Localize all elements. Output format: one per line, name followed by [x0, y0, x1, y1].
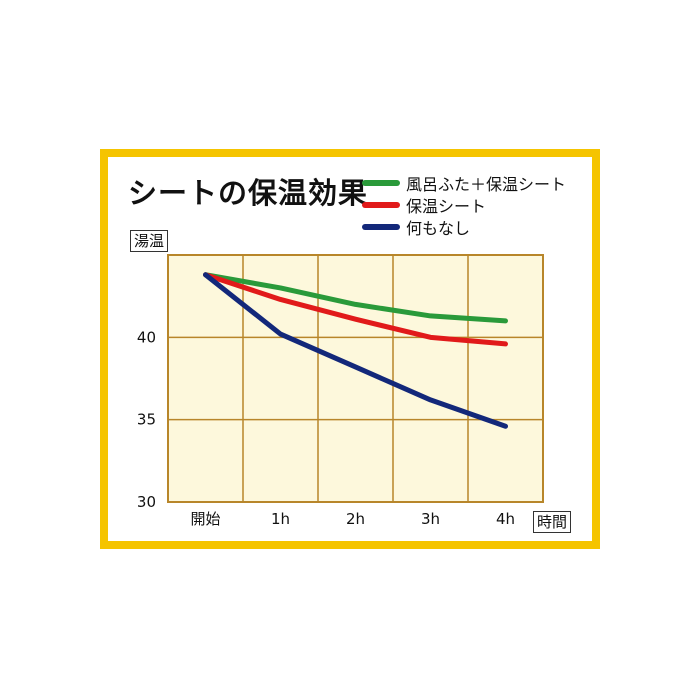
x-axis-label: 時間 — [533, 511, 572, 533]
y-axis-label: 湯温 — [130, 230, 169, 252]
legend: 風呂ふた＋保温シート 保温シート 何もなし — [362, 172, 566, 238]
x-tick-label: 1h — [271, 510, 290, 528]
series-line — [203, 272, 508, 347]
y-tick-label: 35 — [137, 411, 156, 429]
series-line — [203, 272, 508, 324]
x-tick-label: 3h — [421, 510, 440, 528]
x-tick-label: 4h — [496, 510, 515, 528]
y-tick-label: 40 — [137, 328, 156, 346]
legend-item-lid-and-sheet: 風呂ふた＋保温シート — [362, 172, 566, 194]
y-tick-label: 30 — [137, 493, 156, 511]
x-tick-label: 開始 — [190, 510, 220, 528]
chart-title: シートの保温効果 — [128, 176, 369, 210]
legend-swatch — [362, 202, 400, 208]
legend-label: 風呂ふた＋保温シート — [406, 175, 567, 194]
legend-swatch — [362, 224, 400, 230]
series-line — [203, 272, 508, 429]
legend-swatch — [362, 180, 400, 186]
legend-item-nothing: 何もなし — [362, 216, 566, 238]
legend-label: 保温シート — [406, 197, 487, 216]
legend-label: 何もなし — [406, 219, 471, 238]
legend-item-sheet: 保温シート — [362, 194, 566, 216]
x-tick-label: 2h — [346, 510, 365, 528]
